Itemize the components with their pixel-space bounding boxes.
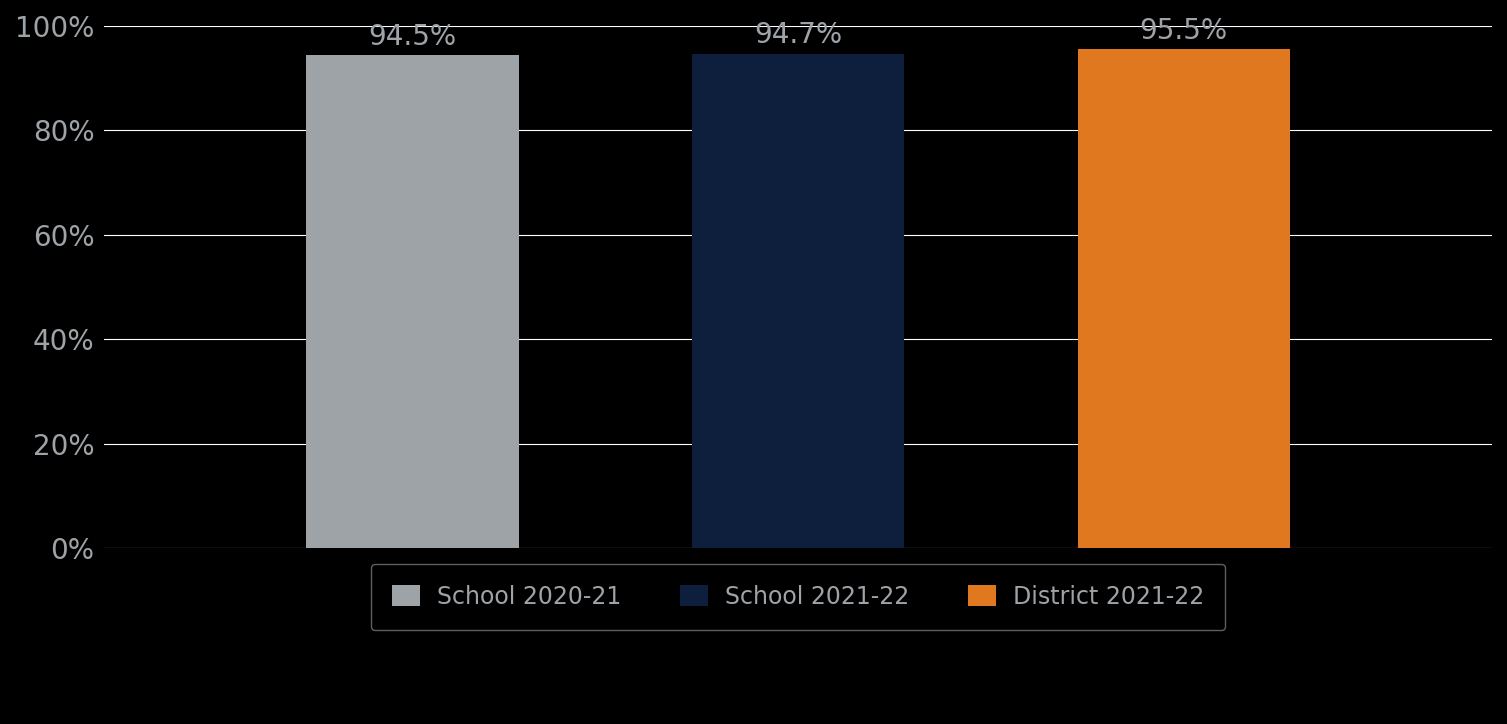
Text: 94.7%: 94.7% [754,22,842,49]
Bar [692,54,904,548]
Text: 95.5%: 95.5% [1139,17,1228,46]
Text: 94.5%: 94.5% [368,22,457,51]
Bar [306,55,518,548]
Bar [1078,49,1290,548]
Legend: School 2020-21, School 2021-22, District 2021-22: School 2020-21, School 2021-22, District… [371,564,1225,630]
